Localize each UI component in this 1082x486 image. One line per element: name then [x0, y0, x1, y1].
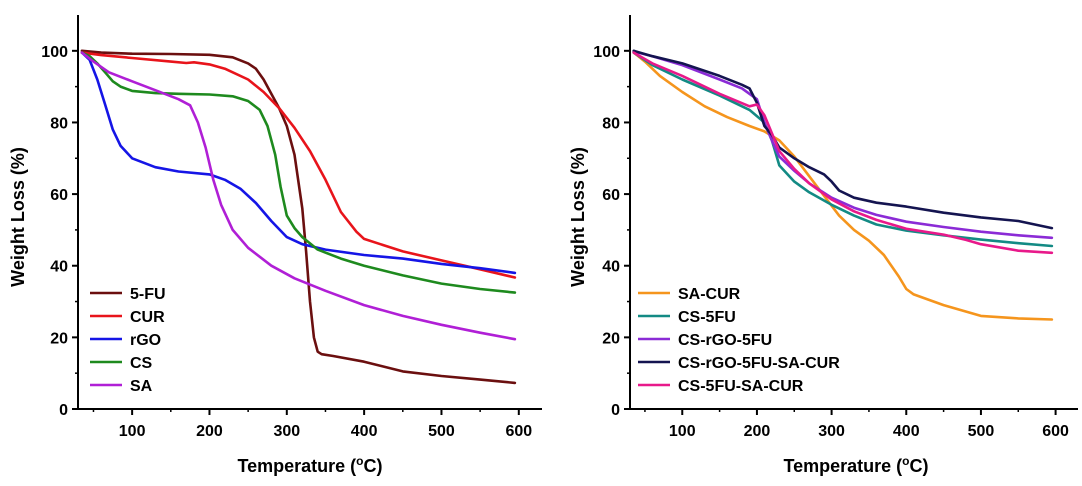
x-tick-label: 500: [968, 423, 995, 440]
legend-label: CS-5FU-SA-CUR: [678, 378, 804, 395]
chart-panel-2: 100 200 300 400 500 600 0 20 40 60 80 100 Temperatur…: [568, 15, 1078, 476]
x-tick-label: 400: [351, 423, 378, 440]
y-tick-label: 20: [602, 330, 620, 347]
y-tick-label: 0: [611, 402, 620, 419]
series-line-rgo: [80, 51, 517, 275]
series-line-cs: [80, 51, 517, 294]
y-tick-label: 0: [59, 402, 68, 419]
series-line-sa-cur: [632, 51, 1054, 321]
y-tick-label: 60: [602, 187, 620, 204]
x-tick-label: 200: [744, 423, 771, 440]
x-tick-label: 400: [893, 423, 920, 440]
y-tick-label: 100: [593, 44, 620, 61]
x-tick-label: 200: [196, 423, 223, 440]
x-tick-label: 500: [428, 423, 455, 440]
legend-label: rGO: [130, 332, 161, 349]
y-tick-label: 20: [50, 330, 68, 347]
series-line-cs-5fu-sa-cur: [632, 51, 1054, 255]
y-axis-title: Weight Loss (%): [568, 147, 588, 287]
x-axis-title: Temperature (oC): [237, 454, 382, 476]
x-tick-label: 600: [505, 423, 532, 440]
series-line-cur: [80, 51, 517, 279]
x-tick-label: 100: [669, 423, 696, 440]
x-tick-label: 600: [1042, 423, 1069, 440]
x-axis-title: Temperature (oC): [783, 454, 928, 476]
legend-label: CS: [130, 355, 153, 372]
x-tick-label: 100: [119, 423, 146, 440]
series-line-5-fu: [80, 49, 517, 385]
y-tick-label: 80: [602, 115, 620, 132]
series-line-sa: [80, 51, 517, 341]
legend-label: CS-rGO-5FU: [678, 332, 772, 349]
y-tick-label: 100: [41, 44, 68, 61]
y-tick-label: 80: [50, 115, 68, 132]
y-axis-title: Weight Loss (%): [8, 147, 28, 287]
y-tick-label: 40: [50, 259, 68, 276]
legend-label: CUR: [130, 309, 165, 326]
series-line-cs-rgo-5fu-sa-cur: [632, 49, 1054, 230]
y-tick-label: 40: [602, 259, 620, 276]
legend-label: SA: [130, 378, 153, 395]
y-tick-label: 60: [50, 187, 68, 204]
legend-label: CS-5FU: [678, 309, 736, 326]
chart-panel-1: 100 200 300 400 500 600 0 20 40 60 80 100 Temperatur…: [8, 15, 542, 476]
x-tick-label: 300: [818, 423, 845, 440]
x-tick-label: 300: [273, 423, 300, 440]
legend-label: CS-rGO-5FU-SA-CUR: [678, 355, 840, 372]
legend-label: SA-CUR: [678, 286, 741, 303]
legend-label: 5-FU: [130, 286, 166, 303]
